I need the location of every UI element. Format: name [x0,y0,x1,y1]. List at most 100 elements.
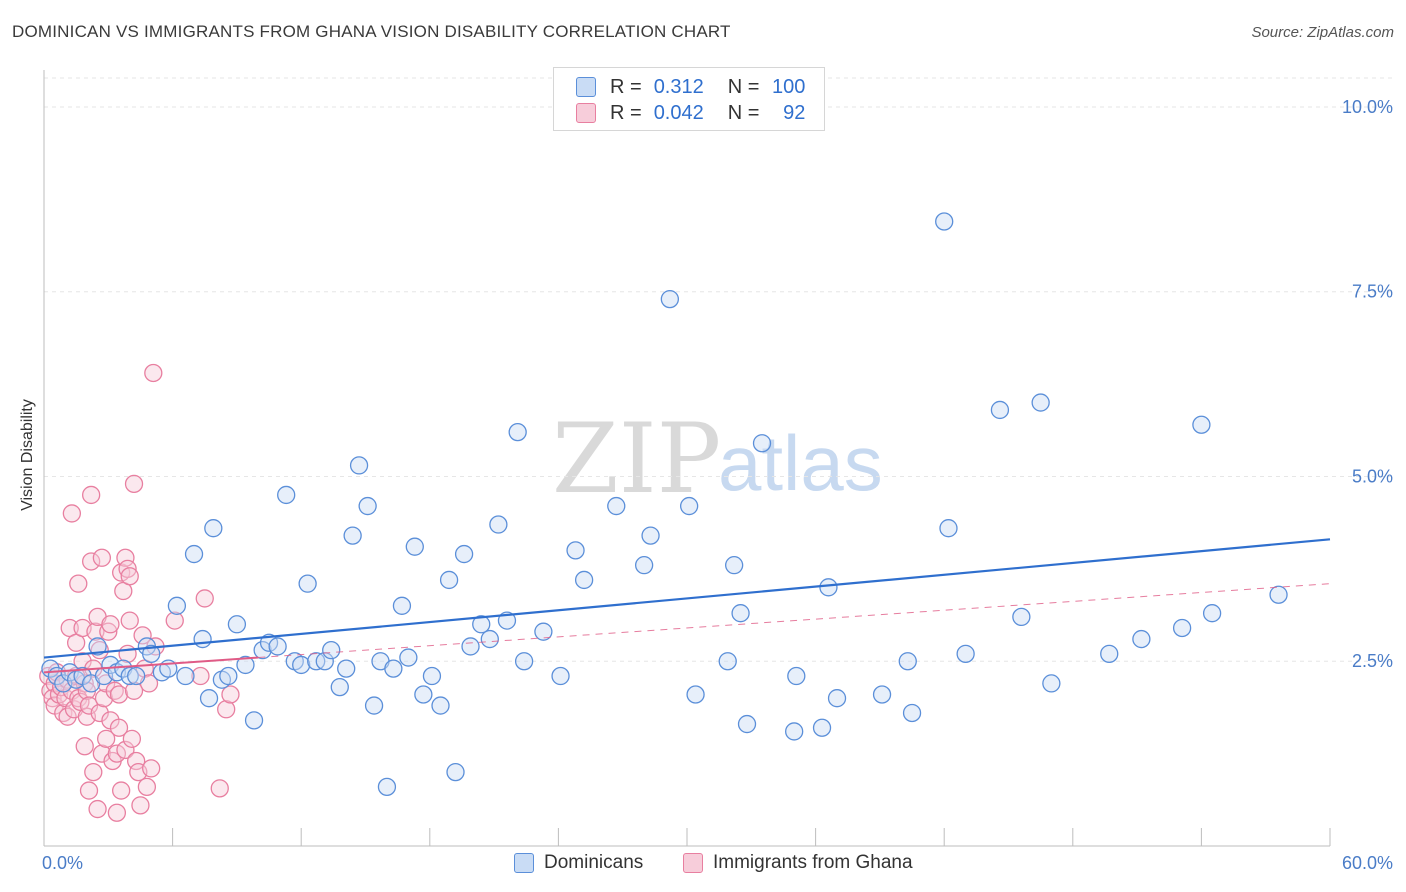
data-point [199,689,219,708]
legend-swatch-blue [514,853,534,873]
watermark-zip: ZIP [552,403,721,515]
data-point [1202,604,1222,623]
data-point [244,711,264,730]
data-point [210,779,229,798]
data-point [634,556,654,575]
data-point [94,689,114,708]
data-point [330,677,349,697]
data-point [292,655,311,675]
data-point [58,707,77,726]
data-point [227,615,247,634]
data-point [1269,585,1288,604]
data-point [337,659,356,678]
y-tick-label: 5.0% [1352,466,1393,486]
data-point [1031,393,1050,412]
legend-r-value: 0.312 [653,75,704,98]
data-point [236,655,255,675]
data-point [1042,674,1061,693]
data-point [956,644,975,663]
data-point [193,629,212,649]
legend-r-label: R = [610,101,642,124]
data-point [122,729,142,748]
data-point [472,615,491,634]
data-point [84,762,103,782]
data-point [116,548,135,567]
legend-row-dominicans: R = 0.312 N = 100 [576,75,805,99]
data-point [88,637,107,656]
data-point [812,718,832,737]
chart-title: DOMINICAN VS IMMIGRANTS FROM GHANA VISIO… [12,22,731,41]
data-point [1012,607,1031,627]
data-point [322,641,341,660]
legend-n-value: 100 [772,75,806,98]
data-point [660,289,680,309]
trend-line-dominicans [43,538,1331,659]
data-point [377,777,397,797]
data-point [82,485,101,505]
data-point [489,515,508,534]
series-legend: Dominicans Immigrants from Ghana [0,852,1406,878]
data-point [902,703,922,723]
data-point [819,578,838,597]
data-point [718,652,737,671]
data-point [399,648,418,667]
data-point [574,570,594,590]
data-point [364,696,384,715]
data-point [827,689,847,708]
data-point [176,666,195,686]
trend-lines [43,538,1331,674]
data-point [461,637,480,656]
data-point [414,685,433,704]
data-point [92,744,112,763]
data-point [731,604,750,623]
data-point [268,637,287,656]
data-point [124,681,144,700]
data-point [898,652,917,671]
legend-r-label: R = [610,75,642,98]
data-point [62,504,82,523]
data-point [787,666,806,686]
data-point [480,629,499,649]
data-point [90,703,109,723]
data-point [405,537,424,556]
data-point [939,519,958,538]
data-point [641,526,660,545]
legend-r-value: 0.042 [653,101,704,124]
watermark: ZIP atlas [552,403,883,515]
data-point [99,622,118,641]
y-tick-label: 10.0% [1342,97,1393,117]
data-point [142,759,161,778]
data-point [422,666,442,686]
data-point [785,722,804,741]
legend-swatch-blue [576,77,596,97]
data-point [551,666,570,686]
data-point [204,519,223,538]
data-point [118,559,137,579]
data-point [219,666,238,686]
data-point [137,777,157,797]
data-point [101,615,120,634]
data-point [142,644,161,663]
data-point [127,666,146,686]
data-point [298,574,317,593]
data-point [349,456,369,475]
data-point [679,496,699,516]
gridlines [44,77,1394,662]
data-point [253,641,272,660]
data-point [446,762,465,782]
data-point [508,422,527,442]
legend-swatch-pink [576,103,596,123]
data-point [109,718,129,737]
ghana-points [39,363,240,822]
data-point [990,400,1010,420]
data-point [277,485,296,505]
legend-item-dominicans: Dominicans [514,852,643,874]
data-point [133,626,152,645]
legend-label-ghana: Immigrants from Ghana [713,852,913,873]
y-tick-labels: 2.5% 5.0% 7.5% 10.0% [1342,97,1393,671]
data-point [454,544,474,564]
legend-n-label: N = [727,101,760,124]
data-point [343,526,362,545]
trend-line-ghana-solid [43,656,259,674]
